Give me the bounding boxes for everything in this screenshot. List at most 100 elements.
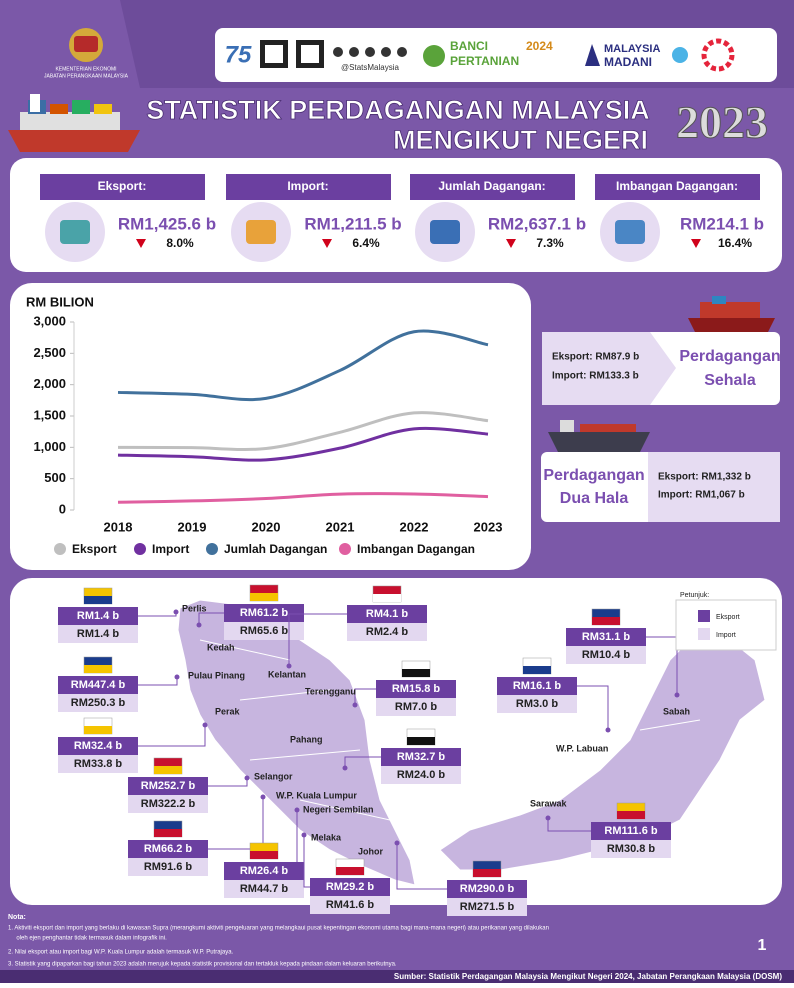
state-dot [674,692,680,698]
state-dot [545,815,551,821]
flag [336,867,364,875]
import-box [347,623,427,641]
import-box [128,795,208,813]
import-value: RM33.8 b [74,758,123,770]
export-box [566,628,646,646]
export-value: RM4.1 b [366,608,408,620]
state-dot [394,840,400,846]
export-box [224,604,304,622]
state-name: Johor [358,846,383,856]
state-dot [286,663,292,669]
state-dot [294,807,300,813]
connector [354,688,376,705]
legend-label: Import [716,632,736,639]
source: Sumber: Statistik Perdagangan Malaysia M… [394,972,782,981]
card-header [226,174,391,200]
legend-marker [206,543,218,555]
import-box [381,766,461,784]
export-value: RM32.4 b [74,740,123,752]
card-header [40,174,205,200]
census-logo [423,45,445,67]
title-year: 2023 [676,97,768,148]
state-dot [174,674,180,680]
anniversary-logo: 75 [225,41,252,68]
import-value: RM41.6 b [326,899,375,911]
connector [303,835,310,888]
export-box [128,777,208,795]
trade-title: Sehala [704,372,756,389]
card-label: Import: [287,179,328,193]
state-name: W.P. Kuala Lumpur [276,790,357,800]
series-line [117,426,489,462]
state-dot [244,775,250,781]
export-box [381,748,461,766]
y-tick-label: 0 [59,501,66,516]
card-icon [615,220,645,244]
ship-illustration [8,94,140,152]
summary-cards: Eksport: RM1,425.6 b 8.0% Import: RM1,211.5 … [40,174,764,262]
export-box [376,680,456,698]
flag [84,726,112,734]
import-value: RM1.4 b [77,628,119,640]
flag [473,869,501,877]
state-border [639,719,701,731]
state-border [199,639,391,821]
trade-line: Import: RM1,067 b [658,490,745,501]
agency-name: KEMENTERIAN EKONOMI [55,66,116,72]
import-box [566,646,646,664]
state-name: Selangor [254,771,293,781]
import-box [497,695,577,713]
export-box [128,840,208,858]
trade-title: Dua Hala [560,490,629,507]
trade-line: Eksport: RM1,332 b [658,472,751,483]
card-header [410,174,575,200]
social-handle: @StatsMalaysia [341,63,399,72]
import-box [591,840,671,858]
export-value: RM29.2 b [326,881,375,893]
title: STATISTIK PERDAGANGAN MALAYSIA [146,95,650,125]
state-name: Kelantan [268,669,306,679]
export-box [591,822,671,840]
state-name: Perlis [182,603,207,613]
card-label: Imbangan Dagangan: [616,179,738,193]
legend-label: Jumlah Dagangan [224,542,327,556]
legend-marker [54,543,66,555]
state-dot [202,722,208,728]
ship-illustration [548,420,650,452]
state-name: Terengganu [305,686,356,696]
import-value: RM7.0 b [395,701,437,713]
card-change: 8.0% [166,236,194,250]
state-dot [352,702,358,708]
state-labels: RM1.4 b RM1.4 b Perlis RM61.2 b RM65.6 b Keda… [58,584,690,916]
flag [617,811,645,819]
state-dot [342,765,348,771]
export-value: RM32.7 b [397,751,446,763]
down-arrow [691,239,701,248]
export-box [58,737,138,755]
x-tick-label: 2020 [252,519,281,534]
export-box [58,676,138,694]
census-text: BANCI [450,39,488,53]
card-label: Jumlah Dagangan: [438,179,545,193]
x-tick-label: 2019 [178,519,207,534]
export-value: RM16.1 b [513,680,562,692]
series-line [117,329,489,402]
note: oleh ejen penghantar tidak termasuk dala… [8,936,167,942]
x-tick-label: 2022 [400,519,429,534]
x-tick-label: 2021 [326,519,355,534]
export-box [224,862,304,880]
trade-box-tab [648,452,780,522]
down-arrow [322,239,332,248]
export-value: RM66.2 b [144,843,193,855]
state-dot [173,609,179,615]
import-value: RM30.8 b [607,843,656,855]
trade-box-tab [542,332,676,405]
state-dot [301,832,307,838]
card-label: Eksport: [98,179,147,193]
notes-title: Nota: [8,914,26,921]
connector [288,613,347,666]
import-value: RM2.4 b [366,626,408,638]
flag [407,737,435,745]
export-value: RM31.1 b [582,631,631,643]
